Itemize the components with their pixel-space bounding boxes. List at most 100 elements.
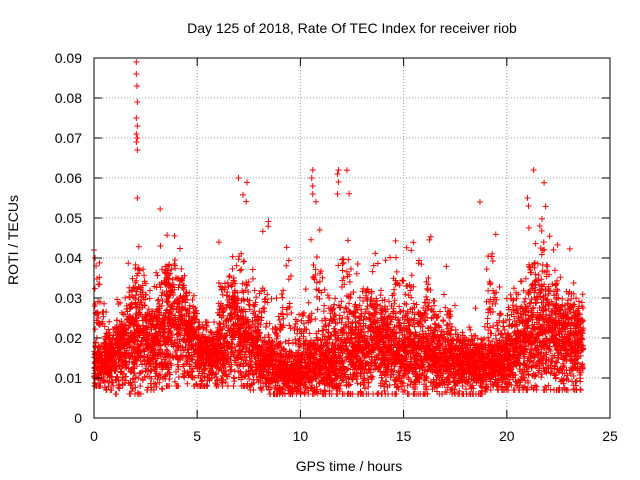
data-point (136, 370, 143, 377)
data-point (157, 284, 164, 291)
data-point (133, 363, 140, 370)
data-point (139, 289, 146, 296)
data-point (163, 383, 170, 389)
data-point (147, 387, 154, 393)
data-point (122, 377, 129, 384)
data-point (145, 339, 152, 346)
data-point (153, 383, 160, 390)
data-point (123, 330, 130, 337)
data-point (118, 318, 125, 325)
data-point (144, 357, 151, 364)
data-point (126, 293, 133, 300)
data-point (114, 317, 121, 324)
data-point (178, 265, 185, 272)
data-point (94, 356, 101, 363)
data-point (175, 374, 182, 381)
data-point (129, 385, 136, 392)
data-point (185, 339, 192, 346)
data-point (119, 376, 126, 383)
data-point (176, 245, 183, 252)
data-point (177, 314, 184, 321)
data-point (96, 259, 103, 266)
data-point (190, 292, 197, 299)
data-point (113, 324, 120, 331)
data-point (185, 352, 192, 359)
data-point (140, 322, 147, 329)
data-point (127, 304, 134, 311)
data-point (169, 276, 176, 283)
data-point (153, 313, 160, 320)
data-point (140, 266, 147, 273)
data-point (137, 358, 144, 365)
data-point (105, 326, 112, 333)
data-point (173, 296, 180, 303)
data-point (91, 285, 98, 292)
data-point (170, 317, 177, 324)
data-point (192, 309, 199, 316)
data-point (153, 269, 160, 276)
data-point (164, 267, 171, 274)
data-point (122, 361, 129, 368)
data-point (96, 281, 103, 288)
data-point (176, 324, 183, 331)
data-point (103, 362, 110, 369)
data-point (112, 342, 119, 349)
data-point (154, 297, 161, 304)
data-point (163, 287, 170, 294)
data-point (106, 372, 113, 379)
data-point (175, 330, 182, 337)
data-point (137, 383, 144, 390)
data-point (189, 327, 196, 334)
data-point (132, 261, 139, 268)
data-point (153, 361, 160, 368)
data-point (135, 283, 142, 290)
data-point (160, 312, 167, 319)
data-point (139, 338, 146, 345)
data-point (165, 366, 172, 373)
data-point (153, 321, 160, 328)
data-point (147, 287, 154, 294)
data-point (156, 338, 163, 345)
data-point (203, 326, 210, 333)
data-point (178, 313, 185, 320)
data-point (178, 277, 185, 284)
data-point (200, 325, 207, 332)
data-point (95, 349, 102, 356)
data-point (126, 313, 133, 320)
data-point (174, 361, 181, 368)
data-point (128, 301, 135, 308)
data-point (142, 291, 149, 298)
data-point (103, 308, 110, 315)
data-point (142, 340, 149, 347)
data-point (133, 353, 140, 360)
data-point (95, 315, 102, 322)
data-point (132, 337, 139, 344)
data-point (176, 304, 183, 311)
data-point (132, 346, 139, 353)
data-point (146, 330, 153, 337)
data-point (190, 309, 197, 316)
data-point (171, 256, 178, 263)
data-point (134, 325, 141, 332)
data-point (138, 293, 145, 300)
data-point (154, 272, 161, 279)
data-point (122, 294, 129, 301)
data-point (132, 374, 139, 381)
data-point (181, 374, 188, 381)
data-point (171, 378, 178, 385)
data-point (197, 339, 204, 346)
data-point (155, 296, 162, 303)
data-point (116, 363, 123, 370)
data-point (112, 366, 119, 373)
data-point (198, 383, 205, 389)
data-point (176, 281, 183, 288)
data-point (142, 296, 149, 303)
data-point (114, 373, 121, 380)
data-point (144, 345, 151, 352)
data-point (138, 299, 145, 306)
data-point (107, 387, 114, 393)
data-point (93, 352, 100, 359)
data-point (192, 304, 199, 311)
data-point (184, 307, 191, 314)
